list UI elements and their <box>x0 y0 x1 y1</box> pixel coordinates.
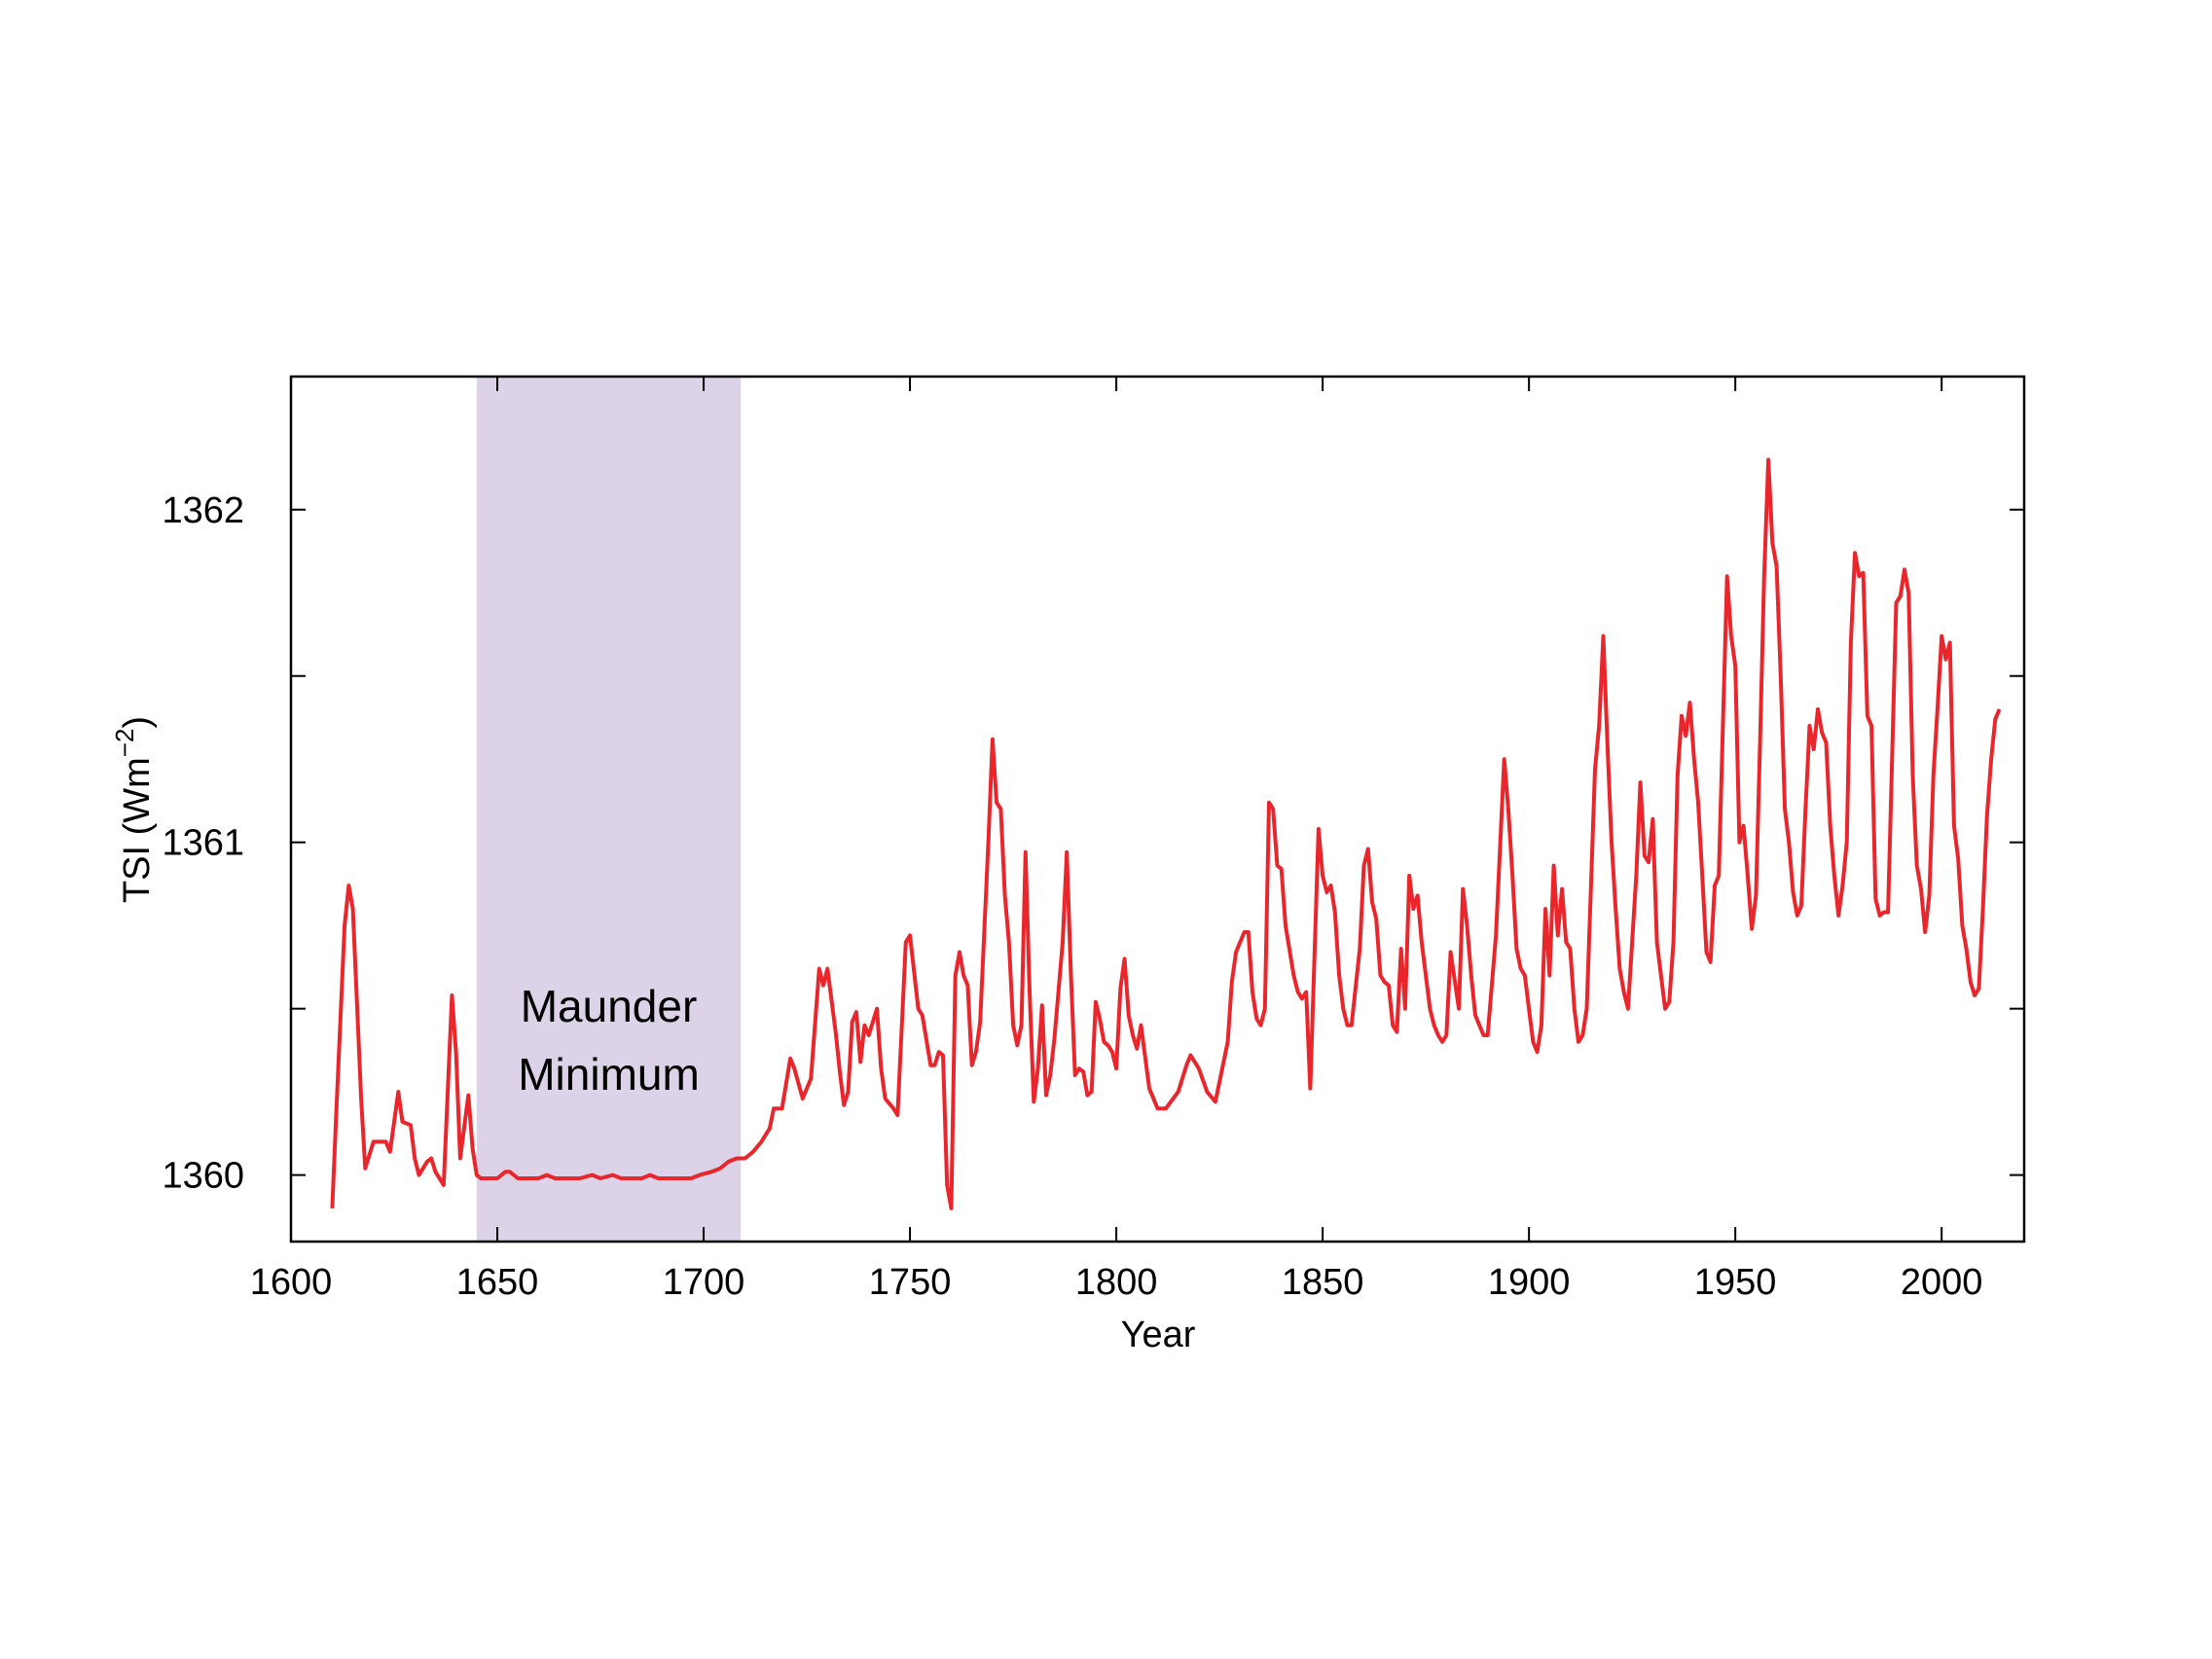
x-tick-label: 1950 <box>1694 1262 1777 1303</box>
shade-band <box>476 377 742 1242</box>
y-axis-label-sup: −2 <box>110 729 139 758</box>
x-tick-label: 1700 <box>663 1262 745 1303</box>
x-tick-label: 1750 <box>869 1262 952 1303</box>
y-axis-label: TSI (Wm−2) <box>110 716 158 903</box>
y-axis-label-end: ) <box>117 716 158 729</box>
annotation: Maunder <box>521 981 698 1031</box>
x-tick-label: 1900 <box>1488 1262 1571 1303</box>
x-tick-label: 1600 <box>250 1262 333 1303</box>
plot-frame <box>289 375 2026 1244</box>
tsi-line <box>330 457 2002 1210</box>
y-tick-label: 1360 <box>162 1156 244 1197</box>
x-tick-label: 1850 <box>1282 1262 1364 1303</box>
x-axis-label: Year <box>1121 1315 1196 1355</box>
x-tick-label: 1650 <box>456 1262 539 1303</box>
x-tick-label: 1800 <box>1075 1262 1158 1303</box>
shade-layer: Maunder Minimum <box>476 377 742 1242</box>
y-tick-label: 1362 <box>162 490 244 531</box>
annotation: Minimum <box>518 1049 700 1100</box>
x-tick-label: 2000 <box>1901 1262 1983 1303</box>
line-layer <box>330 457 2002 1210</box>
y-tick-label: 1361 <box>162 823 244 864</box>
y-axis-label-main: TSI (Wm <box>117 757 158 903</box>
